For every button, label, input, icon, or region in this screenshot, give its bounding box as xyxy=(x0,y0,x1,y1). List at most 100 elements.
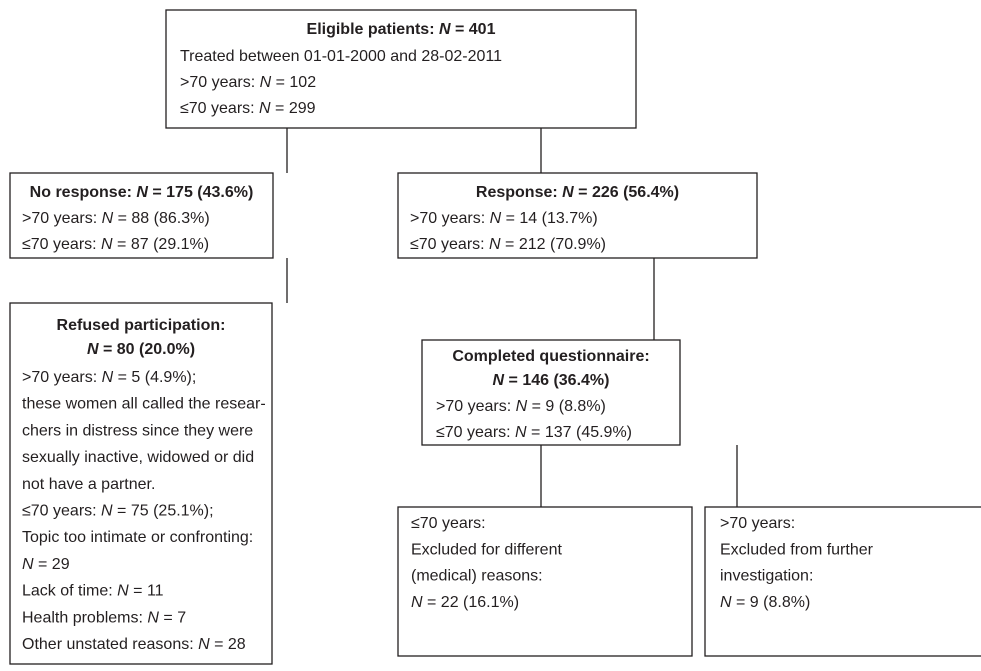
box: Eligible patients: N = 401 Treated betwee… xyxy=(165,9,637,129)
text-run: = 88 (86.3%) xyxy=(113,210,210,227)
text-run: >70 years: xyxy=(180,74,260,91)
text-run: ≤70 years: xyxy=(22,236,101,253)
text-run: Other unstated reasons: xyxy=(22,636,198,653)
box-line: chers in distress since they were xyxy=(22,423,253,440)
box-line: these women all called the resear- xyxy=(22,396,266,413)
text-run: Completed questionnaire: xyxy=(452,348,649,365)
box-line: Excluded for different xyxy=(411,542,562,559)
text-run: = 75 (25.1%); xyxy=(113,503,214,520)
text-run: Lack of time: xyxy=(22,583,117,600)
text-run: N xyxy=(147,610,159,627)
text-run: N xyxy=(198,636,210,653)
text-run: = 137 (45.9%) xyxy=(527,424,632,441)
text-run: N xyxy=(489,236,501,253)
text-run: = 146 (36.4%) xyxy=(504,372,609,389)
text-run: N xyxy=(490,210,502,227)
text-run: Response: xyxy=(476,184,562,201)
box-title: Completed questionnaire: xyxy=(452,348,649,365)
box-line: N = 22 (16.1%) xyxy=(411,594,519,611)
text-run: >70 years: xyxy=(22,369,102,386)
box-frame xyxy=(165,9,637,129)
text-run: chers in distress since they were xyxy=(22,423,253,440)
text-run: = 22 (16.1%) xyxy=(423,594,520,611)
text-run: not have a partner. xyxy=(22,476,155,493)
text-run: these women all called the resear- xyxy=(22,396,266,413)
box-line: ≤70 years: N = 299 xyxy=(180,100,316,117)
text-run: = 226 (56.4%) xyxy=(574,184,679,201)
text-run: = 28 xyxy=(210,636,246,653)
text-run: ≤70 years: xyxy=(411,515,486,532)
box-line: N = 9 (8.8%) xyxy=(720,594,810,611)
text-run: N xyxy=(101,236,113,253)
box-line: ≤70 years: N = 212 (70.9%) xyxy=(410,236,606,253)
box-frame xyxy=(9,302,273,665)
text-run: = 9 (8.8%) xyxy=(527,398,606,415)
text-run: N xyxy=(259,100,271,117)
text-run: Eligible patients: xyxy=(307,21,439,38)
connectors xyxy=(286,128,738,507)
box-title: N = 146 (36.4%) xyxy=(493,372,610,389)
box: Refused participation: N = 80 (20.0%) >70 … xyxy=(9,302,273,665)
text-run: >70 years: xyxy=(22,210,102,227)
text-run: >70 years: xyxy=(436,398,516,415)
box: Response: N = 226 (56.4%) >70 years: N = … xyxy=(397,172,758,259)
box-frame xyxy=(397,172,758,259)
text-run: N xyxy=(411,594,423,611)
text-run: = 5 (4.9%); xyxy=(113,369,196,386)
box-line: Other unstated reasons: N = 28 xyxy=(22,636,246,653)
text-run: >70 years: xyxy=(410,210,490,227)
box-title: Response: N = 226 (56.4%) xyxy=(476,184,679,201)
box-line: (medical) reasons: xyxy=(411,568,543,585)
text-run: Excluded from further xyxy=(720,542,874,559)
text-run: Topic too intimate or confronting: xyxy=(22,529,253,546)
box-title: Eligible patients: N = 401 xyxy=(307,21,496,38)
box-frame xyxy=(9,172,274,259)
box: No response: N = 175 (43.6%) >70 years: N… xyxy=(9,172,274,259)
text-run: = 175 (43.6%) xyxy=(148,184,253,201)
box-frame xyxy=(704,506,981,657)
box-line: Excluded from further xyxy=(720,542,874,559)
text-run: = 299 xyxy=(271,100,316,117)
text-run: N xyxy=(101,503,113,520)
text-run: N xyxy=(493,372,505,389)
text-run: = 11 xyxy=(129,583,164,600)
text-run: N xyxy=(516,398,528,415)
text-run: Treated between 01-01-2000 and 28-02-201… xyxy=(180,48,502,65)
text-run: N xyxy=(562,184,574,201)
box-line: N = 29 xyxy=(22,556,70,573)
box-line: not have a partner. xyxy=(22,476,155,493)
box-line: >70 years: N = 5 (4.9%); xyxy=(22,369,196,386)
text-run: N xyxy=(117,583,129,600)
text-run: N xyxy=(720,594,732,611)
box-frame xyxy=(397,506,693,657)
box-line: >70 years: N = 14 (13.7%) xyxy=(410,210,598,227)
text-run: ≤70 years: xyxy=(22,503,101,520)
box-line: >70 years: N = 88 (86.3%) xyxy=(22,210,210,227)
box-line: Treated between 01-01-2000 and 28-02-201… xyxy=(180,48,502,65)
box-line: >70 years: xyxy=(720,515,795,532)
text-run: = 212 (70.9%) xyxy=(501,236,606,253)
text-run: N xyxy=(87,341,99,358)
box-title: N = 80 (20.0%) xyxy=(87,341,195,358)
box-line: ≤70 years: N = 75 (25.1%); xyxy=(22,503,214,520)
box-line: Health problems: N = 7 xyxy=(22,610,186,627)
text-run: = 102 xyxy=(271,74,316,91)
box-line: >70 years: N = 102 xyxy=(180,74,316,91)
text-run: = 14 (13.7%) xyxy=(501,210,598,227)
box-line: Lack of time: N = 11 xyxy=(22,583,164,600)
text-run: sexually inactive, widowed or did xyxy=(22,449,254,466)
box: Completed questionnaire: N = 146 (36.4%) >… xyxy=(421,339,681,446)
text-run: Refused participation: xyxy=(57,317,226,334)
text-run: N xyxy=(515,424,527,441)
box-line: Topic too intimate or confronting: xyxy=(22,529,253,546)
text-run: >70 years: xyxy=(720,515,795,532)
text-run: ≤70 years: xyxy=(180,100,259,117)
text-run: No response: xyxy=(30,184,137,201)
box-line: ≤70 years: N = 87 (29.1%) xyxy=(22,236,209,253)
text-run: (medical) reasons: xyxy=(411,568,543,585)
text-run: = 7 xyxy=(159,610,186,627)
box-line: ≤70 years: xyxy=(411,515,486,532)
text-run: N xyxy=(102,369,114,386)
box-line: investigation: xyxy=(720,568,813,585)
text-run: ≤70 years: xyxy=(410,236,489,253)
